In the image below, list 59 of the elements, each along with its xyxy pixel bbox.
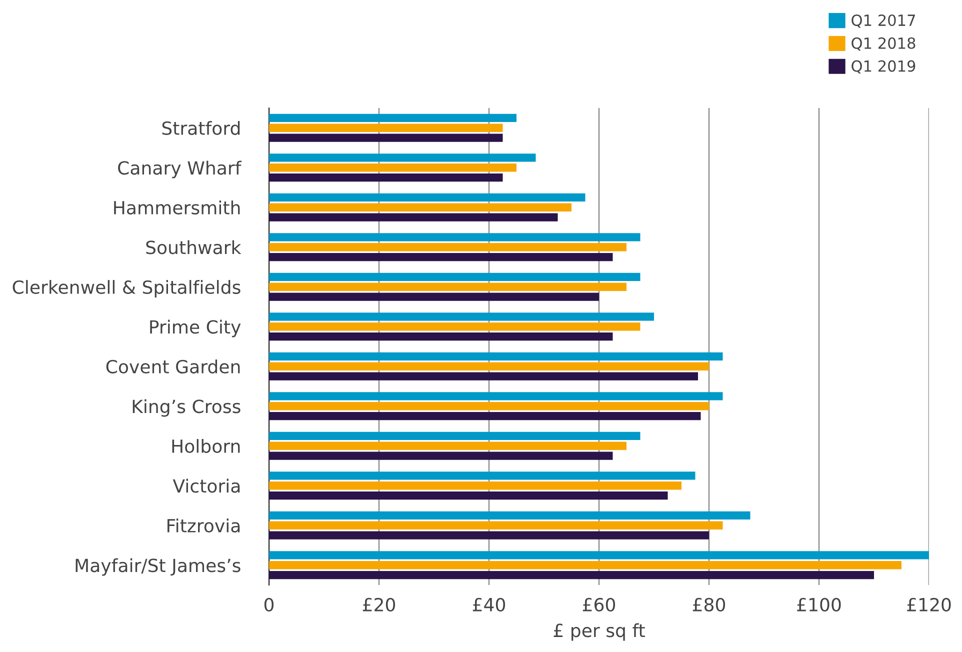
bar: [269, 482, 682, 490]
bar: [269, 164, 516, 172]
y-tick-label: Hammersmith: [114, 200, 240, 214]
bar: [269, 272, 640, 282]
bar: [269, 203, 572, 212]
x-tick-label: £20: [362, 598, 396, 612]
bar: [269, 452, 613, 460]
legend-label: Q1 2017: [852, 14, 915, 28]
x-tick-label: 0: [264, 598, 274, 612]
bar: [269, 252, 613, 262]
bar: [269, 402, 709, 410]
bar: [269, 472, 696, 480]
bar: [269, 352, 723, 361]
y-tick-label: Mayfair/St James’s: [76, 558, 240, 576]
x-tick-label: £120: [907, 598, 951, 612]
bar: [269, 521, 723, 530]
bar: [269, 243, 626, 252]
bar: [269, 362, 709, 370]
bar: [269, 570, 874, 580]
x-tick-label: £60: [582, 598, 616, 612]
legend-label: Q1 2019: [852, 60, 916, 74]
bar: [269, 282, 626, 291]
bar: [269, 124, 503, 132]
y-tick-label: Stratford: [162, 121, 240, 135]
bar: [269, 292, 599, 301]
y-tick-label: Clerkenwell & Spitalfields: [12, 280, 240, 298]
y-tick-label: Canary Wharf: [118, 160, 242, 178]
y-tick-label: Covent Garden: [106, 360, 240, 374]
y-tick-label: Victoria: [172, 478, 240, 493]
bar: [269, 213, 558, 222]
bar: [269, 432, 640, 440]
bar: [269, 372, 698, 380]
bar: [269, 561, 902, 570]
bar: [269, 511, 750, 520]
bar: [269, 551, 929, 560]
legend-label: Q1 2018: [852, 37, 916, 51]
bar: [269, 531, 709, 540]
bar: [269, 392, 723, 400]
bar: [269, 233, 640, 242]
bar: [269, 134, 503, 142]
bar: [269, 193, 586, 202]
bar: [269, 312, 654, 321]
bar: [269, 322, 640, 331]
x-axis-title: £ per sq ft: [554, 623, 645, 641]
x-tick-label: £100: [797, 598, 841, 612]
x-tick-label: £80: [692, 598, 726, 612]
bar: [269, 442, 626, 450]
y-tick-label: Fitzrovia: [168, 518, 240, 532]
bar: [269, 491, 668, 500]
y-tick-label: Holborn: [172, 439, 240, 453]
bar: [269, 173, 503, 182]
x-tick-label: £40: [472, 598, 506, 612]
bar: [269, 412, 701, 420]
bar: [269, 154, 536, 162]
bar: [269, 114, 516, 122]
y-tick-label: King’s Cross: [132, 399, 240, 417]
y-tick-label: Prime City: [150, 320, 241, 338]
y-tick-label: Southwark: [146, 240, 242, 254]
bar: [269, 332, 613, 341]
